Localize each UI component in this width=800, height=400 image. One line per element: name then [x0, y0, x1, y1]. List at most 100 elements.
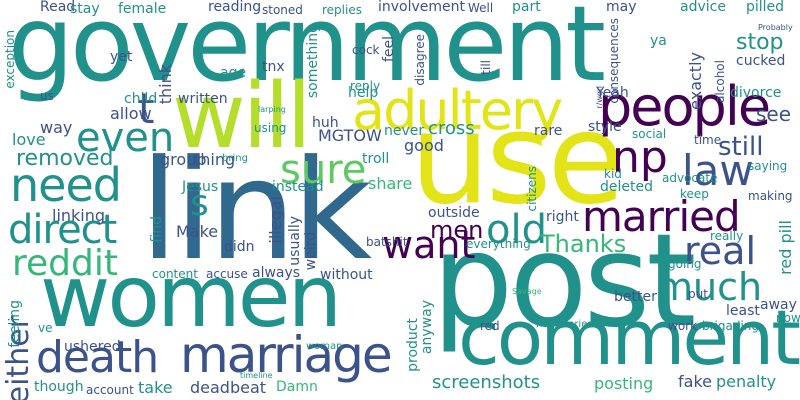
word-love: love [12, 130, 46, 149]
word-citizens: citizens [525, 166, 539, 212]
word-direct: direct [8, 207, 117, 253]
word-divorce: divorce [730, 85, 782, 101]
word-good: good [404, 136, 444, 155]
word-removed: removed [16, 146, 114, 171]
word-content: content [152, 267, 198, 281]
word-brigading: brigading [702, 319, 760, 333]
word-reading: reading [208, 0, 262, 15]
word-using: using [254, 121, 287, 135]
word-least: least [726, 303, 760, 319]
word-savage: Savage [512, 287, 542, 296]
word-way: way [40, 118, 73, 137]
word-government: government [8, 0, 606, 105]
word-put: put [688, 287, 708, 301]
word-deadbeat: deadbeat [190, 378, 267, 397]
word-advocate: advocate [662, 171, 718, 185]
word-sure: sure [280, 147, 367, 193]
word-real: real [684, 229, 757, 273]
word-linking: linking [52, 206, 106, 225]
word-troll: troll [362, 151, 390, 167]
word-going: going [668, 257, 702, 271]
word-much: much [656, 265, 763, 309]
word-feel: feel [381, 36, 397, 63]
word-death: death [36, 332, 159, 383]
word-penalty: penalty [716, 372, 777, 391]
word-feeling: feeling [7, 300, 23, 348]
word-making: making [748, 189, 793, 203]
word-well: Well [468, 1, 494, 15]
word-involvement: involvement [378, 0, 466, 15]
word-may: may [606, 0, 637, 15]
word-red-pill: red pill [776, 220, 795, 275]
word-social: social [632, 127, 667, 141]
word-illegal: illegal [266, 196, 285, 244]
word-style: style [588, 119, 622, 135]
word-time: time [694, 133, 722, 147]
word-deleted: deleted [600, 179, 653, 195]
word-didn: didn [224, 239, 255, 255]
word-without: without [320, 267, 373, 283]
word-red: red [480, 319, 500, 333]
word-read: Read [40, 0, 76, 15]
word-help: help [348, 85, 379, 101]
word-adultery: adultery [352, 79, 563, 142]
word-cock: cock [352, 43, 380, 57]
word-something: something [305, 24, 321, 99]
word-saying: saying [748, 159, 788, 173]
word-part: part [512, 0, 541, 15]
word-product: product [405, 318, 421, 372]
word-advice: advice [680, 0, 726, 15]
word-disagree: disagree [413, 34, 427, 86]
word-account: account [86, 383, 134, 397]
word-thanks: Thanks [540, 230, 627, 258]
word-yet: yet [110, 49, 133, 65]
word-men: men [430, 216, 484, 244]
word-alcohol: alcohol [713, 60, 727, 103]
word-take: take [138, 378, 173, 397]
word-bring: bring [222, 153, 248, 164]
word-post: post [432, 207, 696, 356]
word-pilled: pilled [746, 0, 785, 15]
word-think: think [156, 64, 175, 105]
word-damn: Damn [276, 379, 318, 395]
word-everything: everything [466, 237, 531, 251]
word-will: will [172, 64, 312, 169]
word-link: link [140, 130, 372, 291]
word-mgtow: MGTOW [318, 126, 382, 145]
word-away: away [760, 297, 797, 313]
word-usually: usually [287, 216, 303, 266]
word-ushered: ushered [64, 339, 121, 355]
word-right: right [546, 209, 579, 225]
word-s: s [190, 183, 209, 224]
word-old: old [486, 207, 547, 253]
word-posting: posting [594, 374, 654, 393]
word-child: child [124, 91, 158, 107]
word-np: np [612, 132, 668, 183]
word-anyway: anyway [419, 300, 435, 355]
word-find: find [149, 216, 165, 243]
word-t: t [138, 84, 155, 133]
word-even: even [76, 115, 175, 161]
word-instead: instead [272, 179, 324, 195]
word-stop: stop [736, 30, 784, 55]
word-woman: woman [306, 341, 343, 352]
word-fake: fake [678, 372, 712, 391]
word-replies: replies [322, 3, 362, 17]
word-want: want [382, 223, 476, 267]
word-better: better [614, 289, 657, 305]
word-ya: ya [650, 33, 667, 49]
word-keep: keep [680, 187, 709, 201]
word-people: people [598, 75, 771, 138]
word-exactly: exactly [686, 52, 705, 110]
word-huh: huh [312, 115, 339, 131]
word-work: work [668, 319, 698, 333]
word-women: women [40, 247, 342, 347]
word-married: married [582, 192, 741, 241]
word-still: still [718, 132, 764, 162]
word-cross: cross [428, 118, 475, 139]
word-us: us [40, 89, 54, 103]
word-till: till [479, 60, 493, 75]
word-exception: exception [3, 30, 17, 89]
word-never: never [384, 123, 425, 139]
word-law: law [682, 146, 754, 195]
